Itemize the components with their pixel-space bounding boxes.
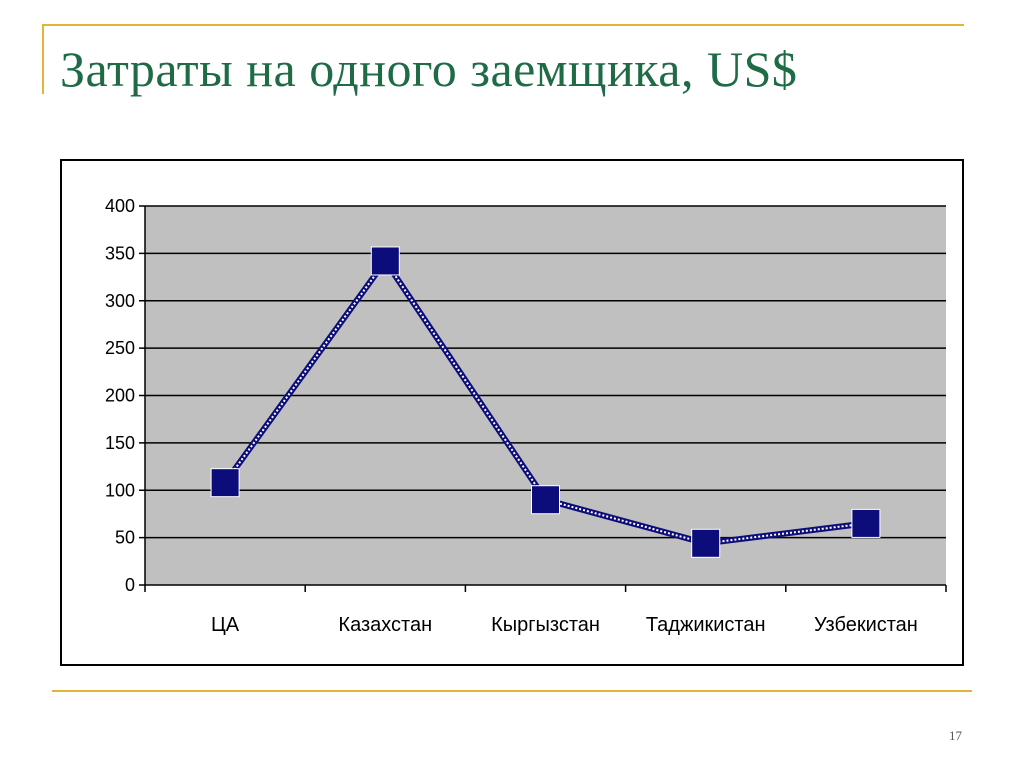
bottom-accent-line xyxy=(52,690,972,692)
data-series xyxy=(210,246,881,558)
line-chart: 0 50 100 150 200 250 300 350 400 ЦА Казахстан Кырг… xyxy=(105,196,947,636)
x-tick-label: Кыргызстан xyxy=(491,614,600,636)
data-point-marker xyxy=(210,468,240,498)
x-tick-label: ЦА xyxy=(211,614,240,636)
y-tick-label: 100 xyxy=(105,480,135,500)
x-tick-label: Таджикистан xyxy=(646,614,766,636)
y-tick-label: 150 xyxy=(105,433,135,453)
y-axis: 0 50 100 150 200 250 300 350 400 xyxy=(105,196,146,595)
top-accent-line xyxy=(42,24,964,26)
y-tick-label: 0 xyxy=(125,575,135,595)
y-tick-label: 50 xyxy=(115,528,135,548)
data-point-marker xyxy=(691,528,721,558)
y-tick-label: 200 xyxy=(105,386,135,406)
y-tick-label: 300 xyxy=(105,291,135,311)
chart-frame: 0 50 100 150 200 250 300 350 400 ЦА Казахстан Кырг… xyxy=(60,159,964,666)
left-accent-line xyxy=(42,24,44,94)
data-point-marker xyxy=(851,508,881,538)
data-point-marker xyxy=(531,485,560,515)
y-tick-label: 350 xyxy=(105,243,135,263)
slide-title: Затраты на одного заемщика, US$ xyxy=(60,41,798,97)
x-tick-label: Казахстан xyxy=(338,614,432,636)
page-number: 17 xyxy=(949,728,962,743)
y-tick-label: 250 xyxy=(105,338,135,358)
x-axis: ЦА Казахстан Кыргызстан Таджикистан Узбекист… xyxy=(144,584,947,636)
x-tick-label: Узбекистан xyxy=(814,614,918,636)
data-point-marker xyxy=(370,246,400,276)
y-tick-label: 400 xyxy=(105,196,135,216)
